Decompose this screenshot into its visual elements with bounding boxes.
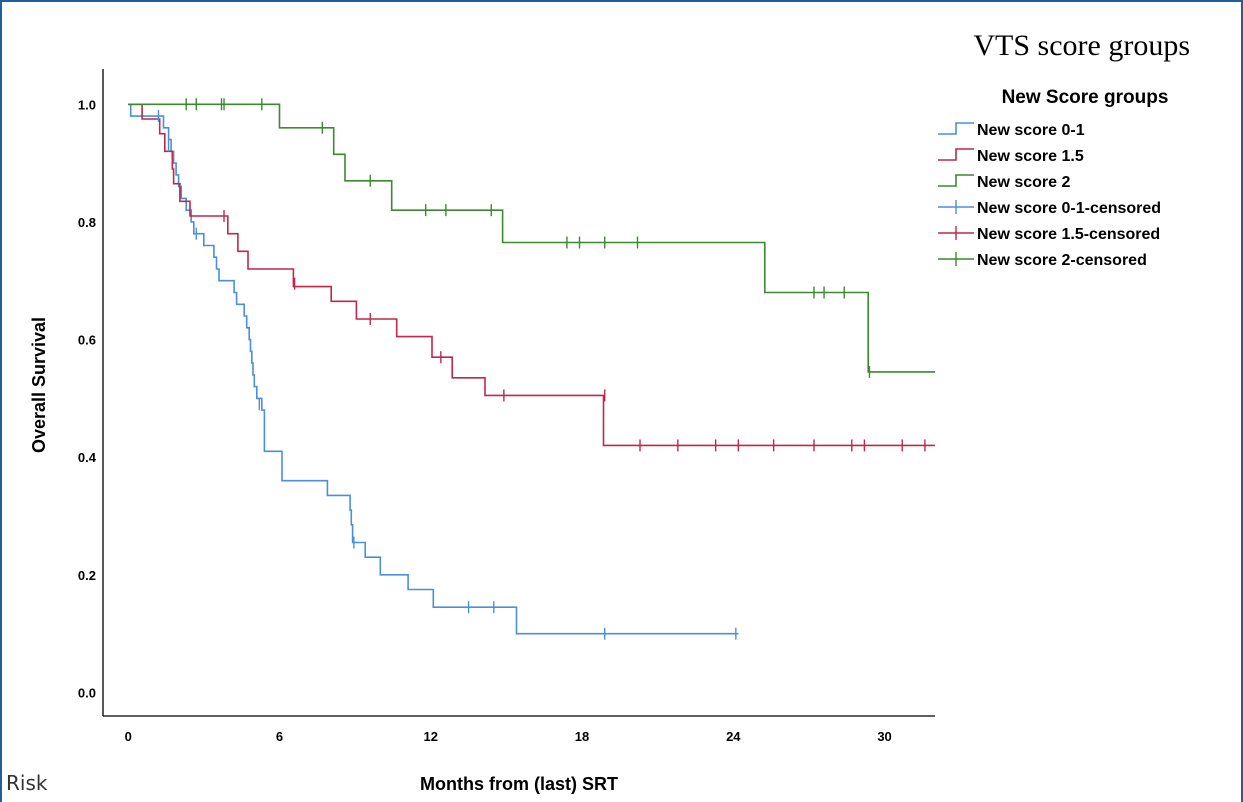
legend: New score 0-1 New score 1.5 New score 2 New… (938, 122, 1161, 269)
y-tick-label: 0.2 (78, 568, 96, 583)
series-line-2 (128, 103, 935, 373)
series-layer (128, 103, 935, 635)
y-ticks: 0.0 0.2 0.4 0.6 0.8 1.0 (78, 97, 97, 700)
legend-entry: New score 0-1 (977, 122, 1085, 139)
legend-entry: New score 1.5 (977, 148, 1084, 165)
series-line-0 (128, 103, 739, 635)
x-tick-label: 18 (575, 729, 589, 744)
y-tick-label: 0.0 (78, 685, 96, 700)
y-axis-title: Overall Survival (29, 317, 49, 453)
x-tick-label: 12 (424, 729, 438, 744)
legend-entry: New score 1.5-censored (977, 226, 1160, 243)
x-tick-label: 6 (276, 729, 283, 744)
legend-entry: New score 2-censored (977, 252, 1147, 269)
series-line-1 (128, 103, 935, 447)
y-tick-label: 0.8 (78, 215, 96, 230)
x-tick-label: 0 (125, 729, 132, 744)
legend-swatch-line (938, 122, 974, 135)
legend-swatch-line (938, 148, 974, 161)
axes (102, 69, 935, 717)
legend-swatch-line (938, 174, 974, 187)
risk-label: Risk (6, 771, 48, 795)
x-ticks: 0 6 12 18 24 30 (125, 729, 892, 744)
x-axis-title: Months from (last) SRT (420, 774, 618, 794)
legend-title: New Score groups (1002, 87, 1169, 108)
y-tick-label: 1.0 (78, 97, 96, 112)
y-tick-label: 0.4 (78, 450, 97, 465)
legend-entry: New score 2 (977, 174, 1070, 191)
x-tick-label: 24 (726, 729, 741, 744)
x-tick-label: 30 (877, 729, 891, 744)
chart-title: VTS score groups (973, 29, 1190, 62)
y-tick-label: 0.6 (78, 333, 96, 348)
legend-entry: New score 0-1-censored (977, 200, 1161, 217)
censor-layer (157, 98, 926, 640)
